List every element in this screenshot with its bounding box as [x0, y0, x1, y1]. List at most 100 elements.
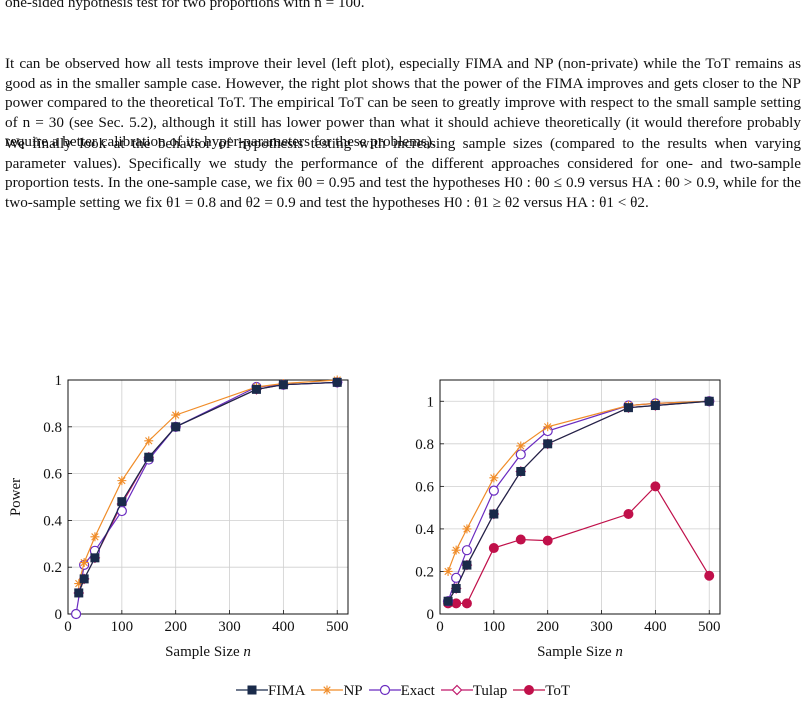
legend-swatch [440, 684, 473, 695]
data-point [623, 403, 633, 413]
data-point [332, 377, 342, 387]
grid [67, 379, 348, 615]
data-point [74, 588, 84, 598]
intro-paragraph: one-sided hypothesis test for two propor… [5, 0, 365, 11]
sample-size-paragraph: We finally look at the behavior of hypot… [5, 135, 801, 211]
legend-item-exact: Exact [368, 683, 435, 700]
data-point [488, 485, 499, 496]
x-tick-label: 100 [111, 619, 134, 635]
legend-item-tot: ToT [513, 683, 570, 700]
legend-label: FIMA [267, 683, 306, 699]
grid [439, 380, 720, 615]
data-point [704, 570, 715, 581]
legend-label: Exact [400, 683, 435, 699]
x-tick-label: 300 [590, 619, 613, 635]
right-power-chart: 0 100 200 300 400 500 0 0.2 0.4 0.6 0.8 1 Sample Siz… [415, 379, 721, 660]
data-point [117, 497, 127, 507]
legend-label: Tulap [472, 683, 508, 699]
legend-item-tulap: Tulap [440, 683, 508, 700]
data-point [623, 509, 634, 520]
x-tick-label: 500 [698, 619, 721, 635]
legend-marker [451, 684, 463, 695]
data-point [70, 608, 82, 620]
series-fima [443, 396, 714, 606]
data-point [488, 543, 499, 554]
data-point [117, 476, 127, 486]
x-tick-label: 500 [326, 619, 349, 635]
x-tick-label: 0 [64, 619, 72, 635]
data-point [278, 380, 288, 390]
data-point [74, 579, 84, 589]
y-tick-label: 0 [55, 607, 63, 623]
x-tick-label: 100 [483, 619, 506, 635]
legend-swatch [368, 684, 401, 695]
data-point [171, 422, 181, 432]
series-tot [443, 481, 715, 609]
data-point [543, 422, 553, 432]
chart-legend: FIMA NP Exact Tulap ToT [0, 683, 806, 700]
x-axis-label: Sample Size n [537, 644, 623, 660]
legend-swatch [235, 685, 268, 695]
legend-marker [379, 684, 390, 695]
data-point [451, 545, 461, 555]
series-np [74, 375, 342, 589]
results-paragraph: It can be observed how all tests improve… [5, 55, 801, 151]
legend-label: NP [343, 683, 363, 699]
data-point [704, 396, 714, 406]
legend-label: ToT [545, 683, 571, 699]
legend-marker [322, 685, 332, 695]
data-point [489, 509, 499, 519]
data-point [443, 566, 453, 576]
y-tick-label: 0.8 [43, 420, 62, 436]
data-point [144, 452, 154, 462]
left-power-chart: 0 100 200 300 400 500 0 0.2 0.4 0.6 0.8 1 Sample Siz… [8, 373, 349, 660]
data-point [251, 384, 261, 394]
data-point [79, 558, 89, 568]
data-point [144, 436, 154, 446]
y-tick-label: 0.8 [415, 437, 434, 453]
data-point [451, 583, 461, 593]
y-tick-label: 1 [55, 373, 63, 389]
x-tick-label: 200 [164, 619, 187, 635]
data-point [462, 560, 472, 570]
legend-item-np: NP [311, 683, 363, 700]
series-exact [442, 396, 715, 607]
data-point [90, 532, 100, 542]
plot-frame [439, 379, 721, 615]
series-line [78, 381, 338, 594]
data-point [650, 401, 660, 411]
data-point [543, 439, 553, 449]
x-tick-label: 0 [436, 619, 444, 635]
legend-swatch [311, 685, 344, 695]
x-axis-label: Sample Size n [165, 644, 251, 660]
y-tick-label: 0.4 [415, 522, 434, 538]
y-tick-label: 1 [427, 394, 435, 410]
y-tick-label: 0.2 [43, 560, 62, 576]
plot-frame [67, 379, 349, 615]
x-tick-label: 400 [644, 619, 667, 635]
y-tick-label: 0.6 [415, 479, 434, 495]
data-point [79, 574, 89, 584]
series-line [78, 381, 338, 594]
data-point [461, 545, 473, 556]
legend-marker [524, 684, 535, 695]
data-point [516, 441, 526, 451]
y-tick-label: 0 [427, 607, 435, 623]
y-tick-label: 0.2 [415, 564, 434, 580]
legend-item-fima: FIMA [235, 683, 306, 700]
series-tulap [442, 395, 715, 607]
legend-swatch [513, 684, 546, 695]
y-axis-label: Power [8, 478, 24, 516]
series-line [75, 381, 338, 615]
data-point [171, 410, 181, 420]
data-point [515, 449, 526, 460]
y-tick-label: 0.6 [43, 467, 62, 483]
series-fima [74, 377, 342, 598]
x-tick-label: 400 [272, 619, 295, 635]
data-point [462, 524, 472, 534]
data-point [650, 481, 661, 492]
data-point [516, 466, 526, 476]
data-point [515, 534, 526, 545]
series-exact [70, 377, 343, 620]
data-point [461, 598, 472, 609]
